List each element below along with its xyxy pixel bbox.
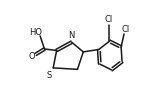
Text: S: S xyxy=(47,71,52,80)
Text: N: N xyxy=(68,31,75,40)
Text: O: O xyxy=(29,52,35,61)
Text: Cl: Cl xyxy=(104,15,113,24)
Text: HO: HO xyxy=(29,29,42,37)
Text: Cl: Cl xyxy=(121,25,130,34)
